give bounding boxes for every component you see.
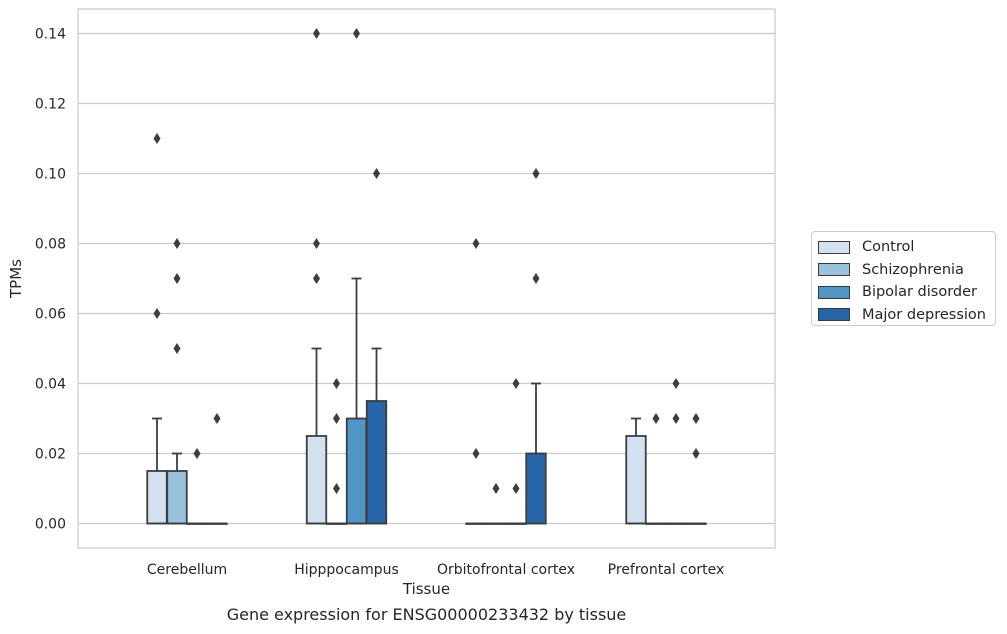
outlier-point (672, 378, 680, 389)
legend: Control Schizophrenia Bipolar disorder Majo… (811, 231, 996, 326)
legend-item: Control (818, 236, 989, 259)
outlier-point (532, 168, 540, 179)
y-tick-label: 0.14 (35, 27, 66, 43)
x-tick-label: Hipppocampus (294, 562, 399, 578)
legend-label: Schizophrenia (862, 261, 964, 278)
box (525, 452, 547, 525)
y-tick-label: 0.10 (35, 167, 66, 183)
x-tick-label: Cerebellum (147, 562, 227, 578)
outlier-point (512, 483, 520, 494)
outlier-point (173, 273, 181, 284)
outlier-point (313, 238, 320, 249)
legend-label: Control (862, 239, 915, 256)
outlier-point (472, 448, 480, 459)
y-tick-label: 0.00 (35, 517, 66, 533)
chart-caption: Gene expression for ENSG00000233432 by t… (226, 605, 627, 624)
legend-item: Bipolar disorder (818, 281, 989, 304)
outlier-point (692, 413, 700, 424)
box (365, 400, 388, 525)
outlier-point (313, 28, 320, 39)
legend-label: Bipolar disorder (862, 284, 977, 301)
outlier-point (353, 28, 360, 39)
outlier-point (153, 308, 161, 319)
legend-swatch (818, 263, 850, 277)
outlier-point (333, 483, 340, 494)
legend-swatch (818, 285, 850, 299)
outlier-point (333, 378, 340, 389)
y-tick-label: 0.06 (35, 307, 66, 323)
outlier-point (373, 168, 380, 179)
box (305, 435, 328, 525)
legend-item: Schizophrenia (818, 259, 989, 282)
outlier-point (472, 238, 480, 249)
plot-frame (77, 8, 776, 549)
outlier-point (333, 413, 340, 424)
legend-item: Major depression (818, 304, 989, 327)
x-tick-label: Orbitofrontal cortex (437, 562, 575, 578)
outlier-point (173, 238, 181, 249)
x-tick-label: Prefrontal cortex (608, 562, 725, 578)
outlier-point (512, 378, 520, 389)
y-tick-label: 0.12 (35, 97, 66, 113)
box (166, 470, 188, 525)
tick-labels: 0.00 0.02 0.04 0.06 0.08 0.10 0.12 0.14 Cerebell… (35, 27, 725, 579)
y-axis-title: TPMs (7, 259, 25, 299)
outlier-point (173, 343, 181, 354)
box (146, 470, 168, 525)
outlier-point (193, 448, 201, 459)
y-tick-label: 0.02 (35, 447, 66, 463)
outlier-point (153, 133, 161, 144)
box (345, 417, 368, 525)
legend-swatch (818, 308, 850, 322)
y-tick-label: 0.08 (35, 237, 66, 253)
grid-lines (78, 32, 775, 525)
outlier-point (652, 413, 660, 424)
outlier-point (692, 448, 700, 459)
legend-label: Major depression (862, 306, 986, 323)
outlier-point (213, 413, 221, 424)
outlier-point (532, 273, 540, 284)
chart-marks (146, 28, 707, 525)
x-axis-title: Tissue (402, 580, 450, 598)
y-tick-label: 0.04 (35, 377, 66, 393)
outlier-point (492, 483, 500, 494)
box (625, 435, 647, 525)
legend-swatch (818, 240, 850, 254)
outlier-point (313, 273, 320, 284)
outlier-point (672, 413, 680, 424)
